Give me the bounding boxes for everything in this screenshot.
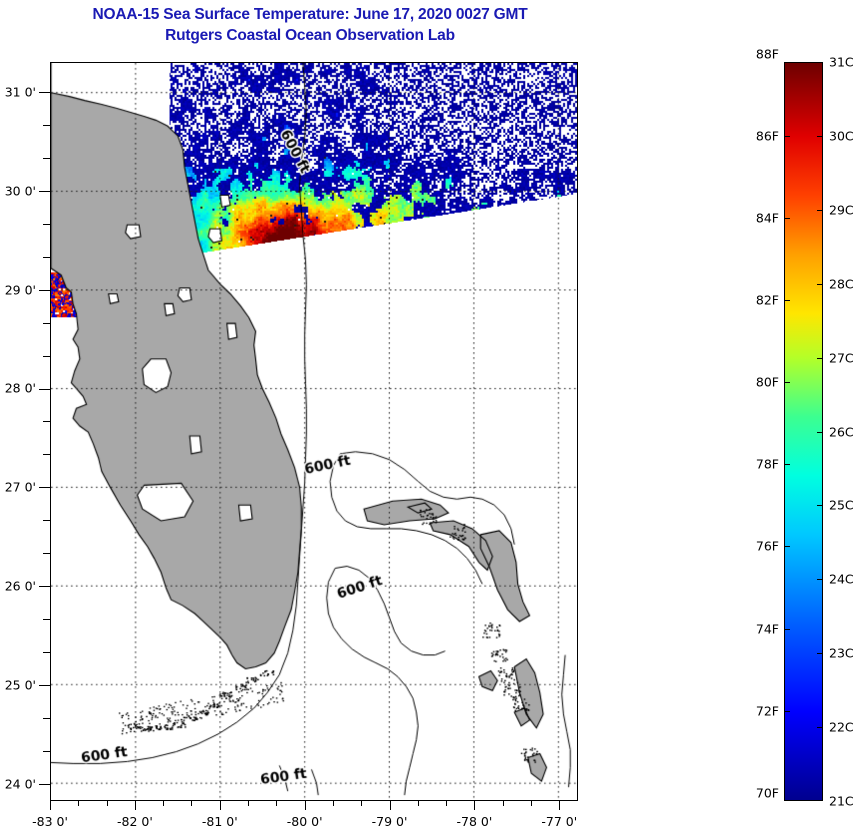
colorbar-tick-left <box>784 464 790 466</box>
y-axis-label: 27 0' <box>4 479 36 495</box>
colorbar-celsius-label: 24C <box>829 571 854 587</box>
colorbar-fahrenheit-label: 84F <box>755 210 779 226</box>
y-major-tick <box>39 685 50 687</box>
y-axis-label: 25 0' <box>4 677 36 693</box>
x-minor-tick <box>106 801 108 806</box>
y-minor-tick <box>43 652 50 654</box>
y-minor-tick <box>43 454 50 456</box>
colorbar-celsius-label: 22C <box>829 719 854 735</box>
x-axis-label: -82 0' <box>116 814 153 829</box>
y-minor-tick <box>43 355 50 357</box>
x-minor-tick <box>332 801 334 806</box>
colorbar-fahrenheit-label: 88F <box>755 46 779 62</box>
colorbar-fahrenheit-label: 80F <box>755 374 779 390</box>
colorbar-tick-left <box>784 300 790 302</box>
y-axis-label: 31 0' <box>4 84 36 100</box>
colorbar-tick-left <box>784 382 790 384</box>
y-major-tick <box>39 190 50 192</box>
x-minor-tick <box>78 801 80 806</box>
x-minor-tick <box>530 801 532 806</box>
y-minor-tick <box>43 421 50 423</box>
x-axis-label: -83 0' <box>32 814 68 829</box>
x-minor-tick <box>248 801 250 806</box>
map-plot-frame[interactable] <box>50 62 578 801</box>
x-major-tick <box>134 801 136 810</box>
title-line-2: Rutgers Coastal Ocean Observation Lab <box>165 27 455 44</box>
colorbar-celsius-label: 29C <box>829 202 854 218</box>
x-major-tick <box>559 801 561 810</box>
colorbar-tick-right <box>817 505 823 507</box>
x-axis-label: -78 0' <box>456 814 493 829</box>
y-major-tick <box>39 289 50 291</box>
colorbar-celsius-label: 23C <box>829 645 854 661</box>
colorbar-celsius-label: 26C <box>829 424 854 439</box>
x-minor-tick <box>361 801 363 806</box>
y-axis-label: 29 0' <box>4 282 36 298</box>
y-minor-tick <box>43 718 50 720</box>
colorbar-fahrenheit-label: 70F <box>755 785 779 801</box>
y-minor-tick <box>43 256 50 258</box>
colorbar-tick-right <box>817 357 823 359</box>
x-major-tick <box>50 801 51 810</box>
y-minor-tick <box>43 124 50 126</box>
y-minor-tick <box>43 520 50 522</box>
colorbar-fahrenheit-label: 82F <box>755 292 779 308</box>
x-axis-label: -77 0' <box>541 814 578 829</box>
colorbar-celsius-label: 31C <box>829 54 854 70</box>
y-minor-tick <box>43 157 50 159</box>
colorbar-celsius-label: 28C <box>829 276 854 292</box>
colorbar-tick-right <box>817 431 823 433</box>
colorbar-tick-right <box>817 727 823 729</box>
y-major-tick <box>39 91 50 93</box>
y-minor-tick <box>43 553 50 555</box>
x-major-tick <box>304 801 306 810</box>
y-minor-tick <box>43 751 50 753</box>
x-minor-tick <box>446 801 448 806</box>
colorbar-celsius-label: 30C <box>829 128 854 144</box>
x-minor-tick <box>276 801 278 806</box>
title-line-1: NOAA-15 Sea Surface Temperature: June 17… <box>92 6 528 23</box>
x-major-tick <box>389 801 391 810</box>
colorbar-tick-right <box>817 579 823 581</box>
y-minor-tick <box>43 322 50 324</box>
y-axis-label: 26 0' <box>4 578 36 594</box>
colorbar-celsius-label: 21C <box>829 793 854 809</box>
y-axis-label: 28 0' <box>4 380 36 396</box>
y-minor-tick <box>43 619 50 621</box>
y-axis-label: 30 0' <box>4 183 36 199</box>
x-minor-tick <box>502 801 504 806</box>
colorbar-tick-left <box>784 135 790 137</box>
y-major-tick <box>39 784 50 786</box>
x-axis-label: -81 0' <box>201 814 238 829</box>
x-axis-label: -80 0' <box>286 814 323 829</box>
colorbar-tick-left <box>784 546 790 548</box>
colorbar-tick-left <box>784 218 790 219</box>
sst-map-canvas[interactable] <box>51 63 577 800</box>
x-minor-tick <box>163 801 165 806</box>
colorbar-fahrenheit-label: 76F <box>755 538 779 554</box>
colorbar-celsius-label: 27C <box>829 350 854 366</box>
colorbar-fahrenheit-label: 78F <box>755 456 779 472</box>
colorbar-celsius-label: 25C <box>829 497 854 513</box>
y-major-tick <box>39 487 50 489</box>
y-axis-label: 24 0' <box>4 776 36 792</box>
colorbar-tick-left <box>784 628 790 630</box>
chart-title-block: NOAA-15 Sea Surface Temperature: June 17… <box>0 4 620 46</box>
colorbar-tick-right <box>817 653 823 655</box>
y-minor-tick <box>43 223 50 225</box>
x-major-tick <box>474 801 476 810</box>
x-major-tick <box>219 801 221 810</box>
colorbar-fahrenheit-label: 72F <box>755 703 779 719</box>
colorbar-tick-right <box>817 135 823 137</box>
colorbar-fahrenheit-label: 86F <box>755 128 779 144</box>
y-major-tick <box>39 586 50 588</box>
x-minor-tick <box>191 801 193 806</box>
x-minor-tick <box>417 801 419 806</box>
x-axis-label: -79 0' <box>371 814 408 829</box>
colorbar-tick-right <box>817 209 823 211</box>
colorbar-fahrenheit-label: 74F <box>755 621 779 637</box>
colorbar-tick-left <box>784 710 790 712</box>
y-major-tick <box>39 388 50 390</box>
colorbar-tick-right <box>817 283 823 285</box>
